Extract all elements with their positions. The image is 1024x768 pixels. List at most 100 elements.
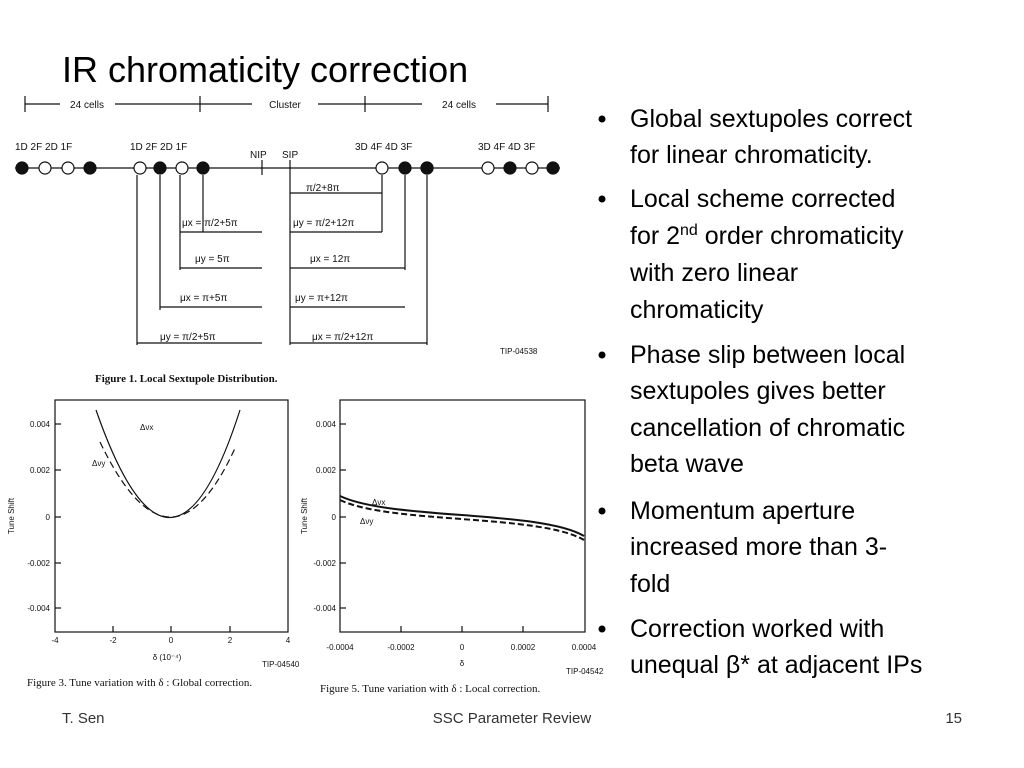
figure-5: 0.004 0.002 0 -0.002 -0.004 -0.0004 -0.0… — [300, 399, 604, 695]
label: μx = π/2+12π — [312, 332, 373, 343]
label: TIP-04538 — [500, 347, 538, 356]
label: beta wave — [630, 450, 744, 478]
marker — [38, 161, 52, 175]
label: -0.002 — [313, 559, 336, 568]
label: 3D 4F 4D 3F — [478, 142, 535, 153]
label: 0.002 — [316, 466, 337, 475]
label: Δνy — [92, 459, 105, 468]
label: Momentum aperture — [630, 497, 855, 525]
label: 0 — [169, 636, 174, 645]
marker — [598, 351, 606, 359]
group — [55, 409, 241, 632]
label: 24 cells — [70, 100, 104, 111]
marker — [598, 625, 606, 633]
marker — [375, 161, 389, 175]
label: 0.004 — [316, 420, 337, 429]
group — [339, 423, 585, 632]
label: Figure 1. Local Sextupole Distribution. — [95, 373, 278, 385]
marker — [598, 115, 606, 123]
label: Global sextupoles correct — [630, 105, 912, 133]
slide-title: IR chromaticity correction — [62, 49, 468, 90]
marker — [481, 161, 495, 175]
label: Local scheme corrected — [630, 185, 895, 213]
label: cancellation of chromatic — [630, 414, 905, 442]
marker — [83, 161, 97, 175]
label: δ (10⁻⁴) — [153, 653, 182, 662]
label: Cluster — [269, 100, 301, 111]
label: for 2 — [630, 222, 680, 250]
label: 1D 2F 2D 1F — [15, 142, 72, 153]
group — [15, 96, 560, 345]
label: fold — [630, 570, 670, 598]
label: δ — [460, 659, 465, 668]
label: 0.0004 — [572, 643, 597, 652]
line-art — [99, 441, 237, 518]
label: Correction worked with — [630, 615, 884, 643]
label: 4 — [286, 636, 291, 645]
marker — [196, 161, 210, 175]
marker — [546, 161, 560, 175]
label: NIP — [250, 150, 267, 161]
marker — [133, 161, 147, 175]
label: μx = 12π — [310, 254, 350, 265]
label: -0.004 — [313, 604, 336, 613]
label: 0.002 — [30, 466, 51, 475]
label: sextupoles gives better — [630, 377, 886, 405]
label: μx = π+5π — [180, 293, 227, 304]
label: -0.004 — [27, 604, 50, 613]
marker — [175, 161, 189, 175]
label: for 2nd order chromaticity — [630, 222, 904, 250]
figure-3: 0.004 0.002 0 -0.002 -0.004 -4 -2 0 2 4 … — [7, 399, 300, 689]
label: SIP — [282, 150, 298, 161]
label: chromaticity — [630, 296, 764, 324]
label: TIP-04540 — [262, 660, 300, 669]
label: Figure 5. Tune variation with δ : Local … — [320, 683, 541, 695]
label: for linear chromaticity. — [630, 141, 873, 169]
label: 0 — [46, 513, 51, 522]
label: Δνx — [140, 423, 153, 432]
label: μx = π/2+5π — [182, 218, 238, 229]
label: 0.0002 — [511, 643, 536, 652]
label: μy = π/2+12π — [293, 218, 354, 229]
label: 0.004 — [30, 420, 51, 429]
label: unequal β* at adjacent IPs — [630, 651, 922, 679]
label: Δνx — [372, 498, 385, 507]
label: -0.0002 — [387, 643, 415, 652]
label: μy = π/2+5π — [160, 332, 216, 343]
marker — [153, 161, 167, 175]
label: TIP-04542 — [566, 667, 604, 676]
label: 1D 2F 2D 1F — [130, 142, 187, 153]
label: Δνy — [360, 517, 373, 526]
label: 0 — [460, 643, 465, 652]
footer-right: 15 — [945, 710, 962, 727]
label: μy = 5π — [195, 254, 230, 265]
label: Tune Shift — [7, 497, 16, 534]
label: μy = π+12π — [295, 293, 348, 304]
label: nd — [680, 222, 698, 239]
label: Figure 3. Tune variation with δ : Global… — [27, 677, 252, 689]
label: 24 cells — [442, 100, 476, 111]
label: order chromaticity — [698, 222, 904, 250]
marker — [525, 161, 539, 175]
marker — [420, 161, 434, 175]
label: π/2+8π — [306, 183, 340, 194]
marker — [61, 161, 75, 175]
label: increased more than 3- — [630, 533, 887, 561]
label: 3D 4F 4D 3F — [355, 142, 412, 153]
marker — [503, 161, 517, 175]
line-art — [95, 409, 241, 518]
marker — [598, 195, 606, 203]
label: -0.0004 — [326, 643, 354, 652]
footer-center: SSC Parameter Review — [433, 710, 592, 727]
line-art — [339, 495, 585, 537]
marker — [398, 161, 412, 175]
label: 2 — [228, 636, 233, 645]
label: with zero linear — [629, 259, 798, 287]
bullet-list: Global sextupoles correct for linear chr… — [598, 105, 922, 679]
marker — [598, 507, 606, 515]
label: 0 — [332, 513, 337, 522]
marker — [15, 161, 29, 175]
line-art — [339, 499, 585, 541]
